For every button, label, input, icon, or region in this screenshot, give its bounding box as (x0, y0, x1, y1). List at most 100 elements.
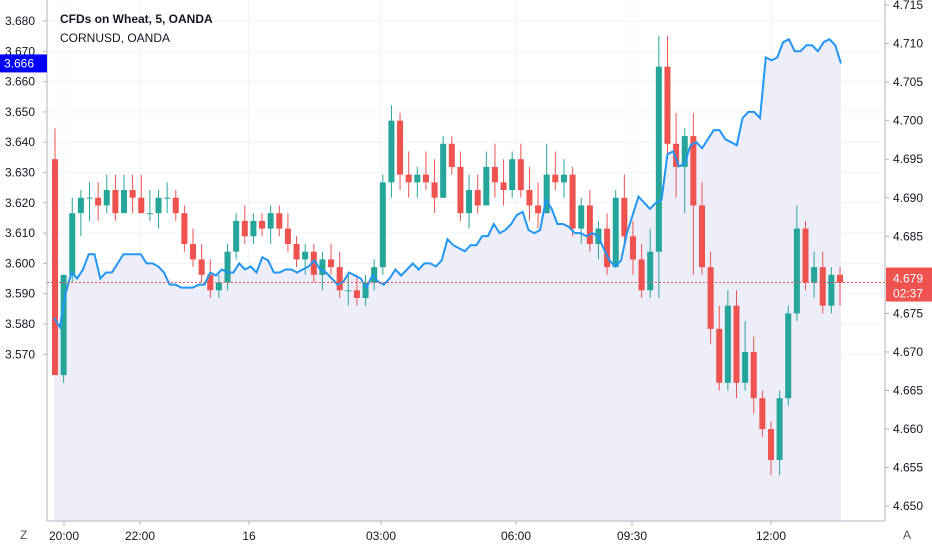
candle-body (716, 328, 723, 383)
time-axis-label: 03:00 (366, 529, 396, 543)
candle-body (431, 182, 438, 198)
candle (724, 290, 731, 391)
candle-body (707, 267, 714, 329)
main-symbol-title[interactable]: CFDs on Wheat, 5, OANDA (60, 12, 213, 26)
right-price-axis[interactable]: 4.7154.7104.7054.7004.6954.6904.6854.680… (884, 0, 923, 521)
candle-body (319, 259, 326, 275)
candle-body (379, 182, 386, 268)
left-scale-button[interactable]: Z (20, 528, 28, 542)
time-axis-label: 22:00 (125, 529, 155, 543)
right-axis-label: 4.675 (893, 306, 923, 320)
candle (181, 205, 188, 252)
candle (655, 35, 662, 298)
candle-body (448, 143, 455, 167)
candle-body (836, 274, 844, 283)
left-axis-label: 3.640 (5, 135, 35, 149)
candle (767, 421, 775, 476)
candle (802, 220, 809, 291)
candle (517, 143, 524, 198)
candle (836, 267, 844, 306)
candle-body (776, 398, 783, 460)
candle-body (483, 166, 490, 206)
candle-body (250, 220, 257, 237)
right-axis-label: 4.670 (893, 345, 923, 359)
compare-symbol-title[interactable]: CORNUSD, OANDA (60, 31, 171, 45)
candle-body (621, 197, 628, 237)
last-price-badge-label: 4.679 (893, 272, 923, 286)
candle-body (750, 351, 757, 399)
candle (69, 197, 76, 283)
candle-body (69, 213, 76, 275)
candle-body (276, 213, 283, 229)
candle-body (129, 190, 136, 198)
candle-body (526, 190, 533, 206)
candle (379, 174, 386, 275)
candle (112, 174, 119, 221)
candle-body (655, 66, 662, 252)
candle (690, 112, 697, 275)
candle (259, 213, 266, 237)
candle-body (742, 351, 749, 383)
candle (405, 151, 412, 198)
candle (742, 321, 749, 391)
candle-body (190, 244, 197, 260)
candle-body (638, 259, 645, 291)
candle-body (535, 205, 542, 214)
legend: CFDs on Wheat, 5, OANDA CORNUSD, OANDA (60, 10, 213, 48)
candle-body (604, 228, 611, 268)
candle-body (267, 213, 274, 229)
left-axis-label: 3.680 (5, 14, 35, 28)
candle (578, 197, 585, 245)
candle-body (440, 143, 447, 198)
candle (716, 305, 723, 391)
left-axis-label: 3.610 (5, 226, 35, 240)
right-axis-label: 4.655 (893, 461, 923, 475)
candle-body (733, 305, 740, 383)
time-axis[interactable]: 20:00 22:00 16 03:00 06:00 09:30 12:00 (47, 520, 885, 543)
compare-area (54, 39, 841, 521)
candle (164, 182, 171, 214)
right-axis-label: 4.690 (893, 191, 923, 205)
left-axis-label: 3.590 (5, 287, 35, 301)
candle (388, 105, 395, 198)
candle-body (578, 205, 585, 229)
candle (129, 174, 136, 214)
candle (172, 190, 179, 221)
candle-body (647, 251, 654, 291)
right-axis-label: 4.700 (893, 114, 923, 128)
candle (750, 336, 757, 414)
candle (345, 274, 352, 306)
candle-body (698, 205, 705, 268)
candle (233, 213, 240, 260)
candle (664, 35, 671, 160)
candle (759, 390, 766, 437)
candle-body (422, 174, 429, 183)
candle-body (586, 205, 593, 245)
candle-body (164, 197, 171, 199)
candle (310, 244, 317, 283)
candle (103, 174, 110, 214)
candle (431, 159, 438, 214)
candle (190, 228, 197, 268)
right-axis-label: 4.695 (893, 152, 923, 166)
candle-body (811, 267, 818, 283)
candle (241, 205, 248, 245)
candle-body (405, 174, 412, 183)
time-axis-label: 06:00 (501, 529, 531, 543)
candle (198, 244, 205, 283)
left-axis-label: 3.580 (5, 317, 35, 331)
candle-body (664, 66, 671, 144)
candle (776, 390, 783, 476)
candle (586, 190, 593, 252)
candle (138, 174, 145, 214)
left-axis-label: 3.620 (5, 196, 35, 210)
candle-body (569, 174, 576, 229)
left-price-axis[interactable]: 3.6803.6703.6603.6503.6403.6303.6203.610… (5, 0, 48, 521)
compare-price-badge (0, 54, 47, 73)
right-scale-button[interactable]: A (903, 528, 912, 542)
candle-body (466, 190, 473, 214)
candle (474, 174, 481, 214)
candle-body (293, 244, 300, 260)
candle (500, 159, 507, 206)
